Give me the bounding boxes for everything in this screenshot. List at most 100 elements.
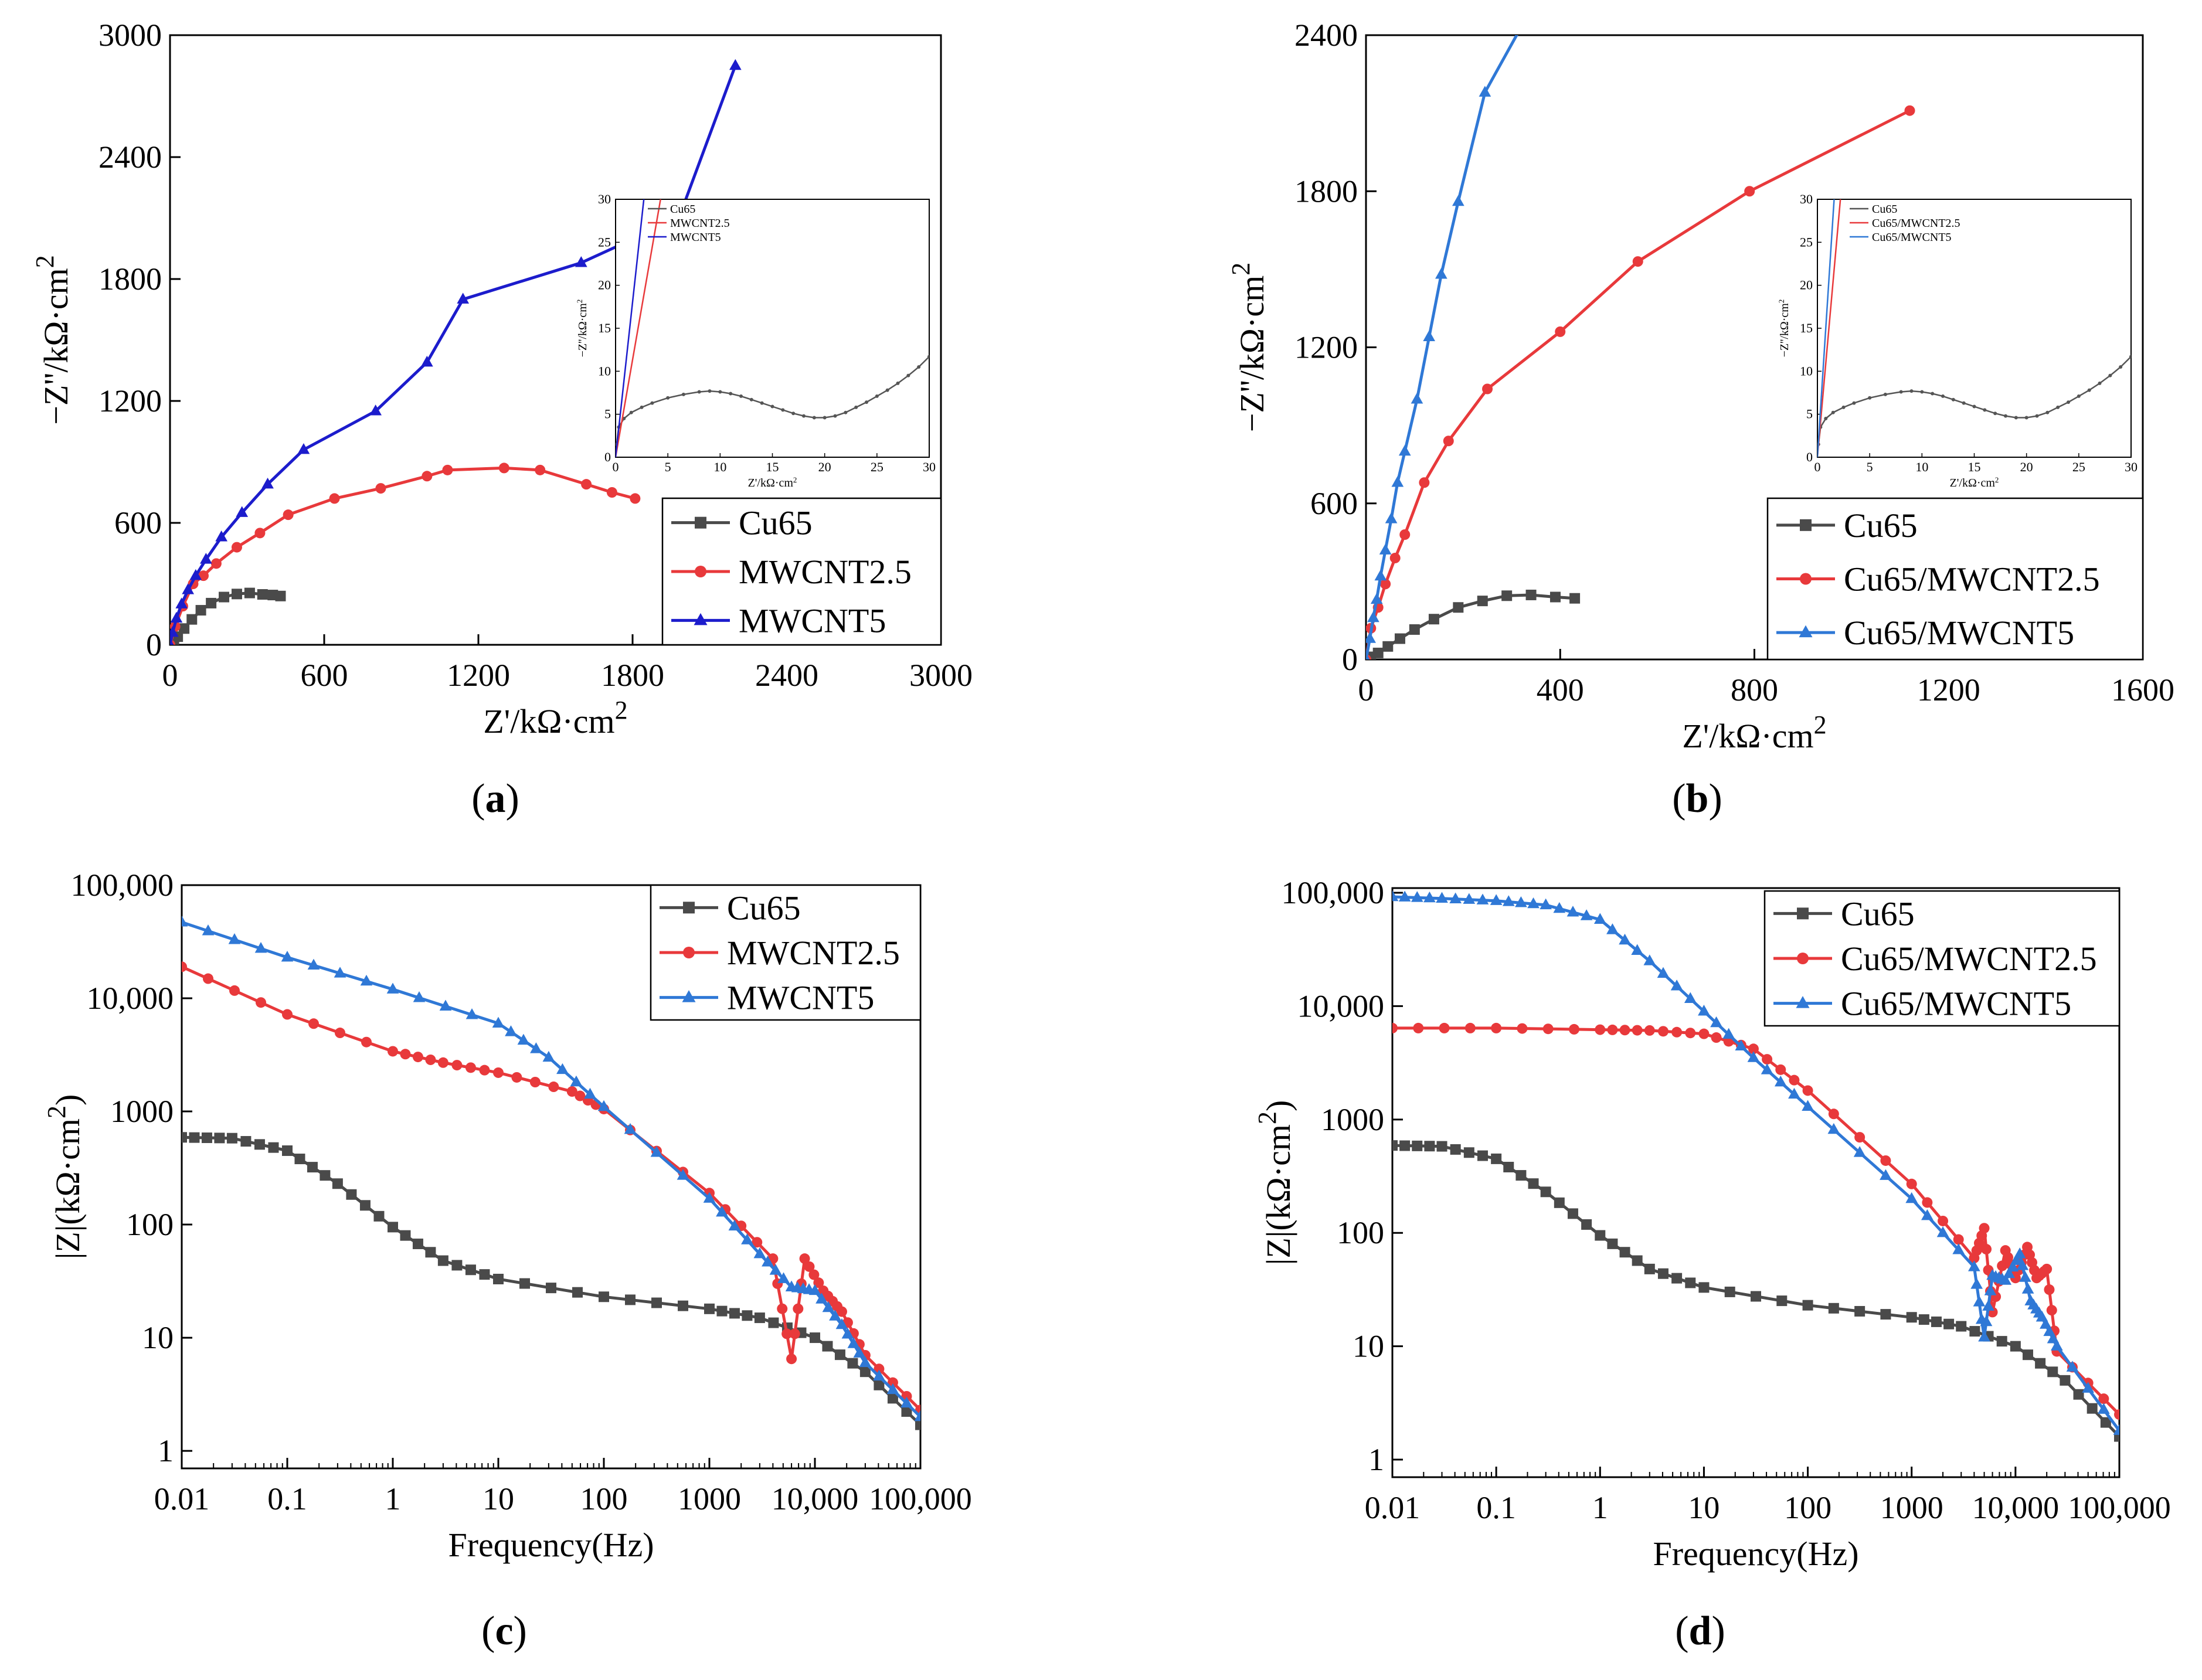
panel-c-data-point [900, 1396, 913, 1408]
panel-a-ytick-label: 1800 [98, 261, 162, 297]
panel-c-data-point [822, 1341, 833, 1352]
panel-c-data-point [874, 1363, 885, 1375]
panel-c-data-point [282, 1145, 293, 1156]
panel-b-data-point [1525, 589, 1537, 600]
panel-c-data-point [728, 1219, 741, 1231]
panel-d-data-point [1392, 890, 1399, 902]
panel-d-data-point [1491, 1022, 1502, 1033]
panel-d-data-point [1657, 1026, 1669, 1037]
panel-c-data-point [597, 1100, 610, 1111]
panel-c-xtick-label: 0.1 [267, 1481, 307, 1516]
panel-c-data-point [677, 1169, 689, 1180]
panel-a-inset-plot-area [616, 199, 929, 457]
panel-a-inset-data-point [906, 373, 910, 378]
panel-c-series-line-0 [182, 1135, 920, 1426]
panel-c-data-point [182, 1132, 187, 1143]
panel-b-inset: 0 5 10 15 20 25 30 0 5 10 15 20 25 30 Z'/kΩ·cm2 −Z''/kΩ… [1777, 192, 2138, 489]
panel-b-inset-legend-label: Cu65 [1872, 203, 1897, 216]
panel-d-data-point [1828, 1108, 1839, 1120]
panel-a-data-point [275, 590, 286, 601]
panel-d-data-point [1644, 1263, 1655, 1274]
panel-a-inset-legend-label: MWCNT5 [670, 231, 721, 244]
panel-c-data-point [201, 1132, 212, 1143]
panel-b-ytick-label: 0 [1342, 642, 1358, 677]
panel-d-data-point [2066, 1361, 2079, 1372]
panel-c-data-point [572, 1287, 583, 1298]
panel-d-data-point [1827, 1123, 1840, 1134]
panel-a-data-point [219, 591, 230, 603]
panel-d-data-point [1802, 1085, 1813, 1096]
panel-d-data-point [1789, 1074, 1800, 1086]
panel-c-data-point [873, 1369, 885, 1381]
panel-d-data-point [1853, 1146, 1866, 1157]
panel-b-data-point [1549, 591, 1561, 603]
panel-c-data-point [753, 1247, 766, 1259]
panel-d-data-point [1956, 1321, 1967, 1332]
panel-d-data-point [1854, 1132, 1865, 1143]
panel-d-data-point [1936, 1226, 1949, 1237]
panel-c-data-point [741, 1233, 753, 1244]
panel-c-data-point [703, 1192, 716, 1203]
panel-a-inset-legend-label: Cu65 [670, 203, 695, 216]
panel-b-inset-ytick-label: 20 [1800, 278, 1813, 293]
panel-c-data-point [254, 941, 267, 953]
panel-d-data-point [1657, 1268, 1669, 1279]
panel-d-data-point [1735, 1039, 1748, 1050]
panel-d-ytick-label: 100 [1337, 1215, 1384, 1250]
panel-c-xtick-label: 10,000 [772, 1481, 859, 1516]
panel-d-series-line-1 [1392, 1026, 2119, 1416]
panel-c-data-point [915, 1419, 920, 1430]
panel-b-series-line-0 [1366, 593, 1575, 659]
panel-c-data-point [465, 1264, 476, 1276]
panel-b-legend-marker [1799, 625, 1813, 638]
panel-d-data-point [1953, 1234, 1964, 1245]
panel-a-data-point [236, 506, 249, 517]
panel-b: 0 400 800 1200 1600 0 600 1200 1800 2400 Z'/kΩ·cm2… [1226, 18, 2175, 821]
panel-d-data-point [1412, 1140, 1423, 1151]
panel-c-data-point [847, 1337, 860, 1348]
panel-d-data-point [1761, 1063, 1773, 1074]
panel-d-data-point [1540, 898, 1552, 910]
panel-d-data-point [1748, 1043, 1759, 1055]
panel-c-data-point [742, 1310, 753, 1321]
panel-a-inset-data-point [885, 388, 889, 392]
panel-a-inset-data-point [749, 397, 753, 402]
panel-d-data-point [1569, 1023, 1579, 1035]
panel-c-data-point [810, 1332, 820, 1344]
panel-c-ytick-label: 1 [158, 1433, 174, 1468]
panel-c-data-point [465, 1062, 476, 1073]
panel-d-data-point [1685, 1028, 1696, 1039]
panel-b-ytick-label: 1200 [1294, 330, 1358, 365]
panel-d-xlabel: Frequency(Hz) [1653, 1535, 1858, 1573]
panel-b-inset-ytick-label: 10 [1800, 363, 1813, 378]
panel-c-data-point [307, 1162, 318, 1173]
panel-d-data-point [1970, 1278, 1983, 1289]
panel-c-data-point [400, 1049, 411, 1060]
panel-b-inset-xlabel: Z'/kΩ·cm2 [1950, 475, 1999, 490]
panel-b-data-point [1453, 602, 1464, 613]
panel-d-data-point [1607, 1238, 1618, 1249]
panel-d-data-point [1828, 1302, 1839, 1314]
panel-d-data-point [1450, 1144, 1461, 1155]
panel-c-data-point [813, 1277, 824, 1288]
panel-c-data-point [465, 1008, 478, 1019]
panel-d-data-point [1554, 1197, 1565, 1208]
panel-c-data-point [624, 1123, 637, 1134]
panel-a-legend: Cu65 MWCNT2.5 MWCNT5 [661, 497, 942, 646]
panel-a-legend-marker [694, 613, 708, 625]
panel-c-data-point [625, 1294, 636, 1305]
panel-b-data-point [1443, 436, 1454, 447]
panel-d-data-point [2006, 1260, 2019, 1272]
panel-c-xtick-label: 100,000 [869, 1481, 972, 1516]
panel-c-ytick-label: 100 [126, 1207, 174, 1242]
panel-a-data-point [186, 614, 198, 625]
panel-d-data-point [1980, 1315, 1993, 1327]
panel-a-legend-marker [695, 516, 706, 529]
panel-d-data-point [1503, 1161, 1514, 1172]
panel-c-data-point [505, 1025, 517, 1036]
panel-d-data-point [1413, 1022, 1424, 1033]
panel-c-data-point [517, 1033, 530, 1045]
panel-a-inset-xtick-label: 10 [713, 460, 726, 474]
panel-d-data-point [1477, 1150, 1488, 1161]
panel-b-inset-xtick-label: 20 [2020, 460, 2033, 474]
